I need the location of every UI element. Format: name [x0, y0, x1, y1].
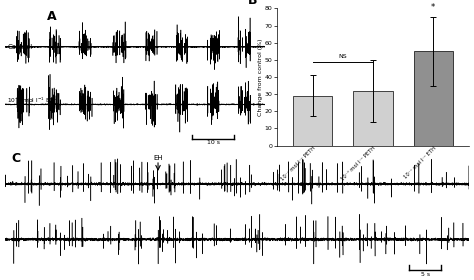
Text: $10^{-7}$ mol l$^{-1}$ ETH: $10^{-7}$ mol l$^{-1}$ ETH [7, 96, 59, 105]
Text: B: B [248, 0, 257, 7]
Text: 5 s: 5 s [420, 272, 430, 277]
Bar [293, 96, 332, 146]
Bar [414, 51, 453, 146]
Text: EH: EH [153, 155, 163, 161]
Text: *: * [431, 3, 435, 12]
Text: Control: Control [7, 44, 33, 50]
Text: C: C [12, 152, 21, 165]
Text: A: A [47, 10, 56, 23]
Text: 10 s: 10 s [207, 140, 220, 145]
Y-axis label: Change from control (%): Change from control (%) [258, 38, 263, 116]
Bar [354, 91, 392, 146]
Text: NS: NS [338, 54, 347, 59]
